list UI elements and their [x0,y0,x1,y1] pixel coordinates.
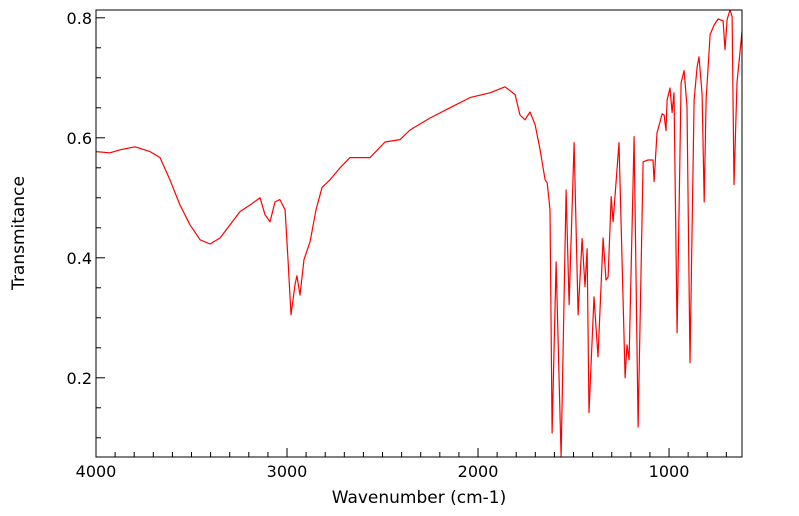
x-tick-label: 4000 [76,462,117,481]
x-axis-label: Wavenumber (cm-1) [332,488,507,508]
series-line-spectrum [95,9,743,458]
x-tick-label: 1000 [649,462,690,481]
y-tick-label: 0.6 [67,129,92,148]
x-tick-label: 3000 [267,462,308,481]
y-tick-label: 0.2 [67,369,92,388]
x-tick-label: 2000 [458,462,499,481]
y-tick-label: 0.8 [67,9,92,28]
y-axis-label: Transmitance [9,176,29,291]
plot-frame [95,9,743,458]
y-tick-label: 0.4 [67,249,92,268]
